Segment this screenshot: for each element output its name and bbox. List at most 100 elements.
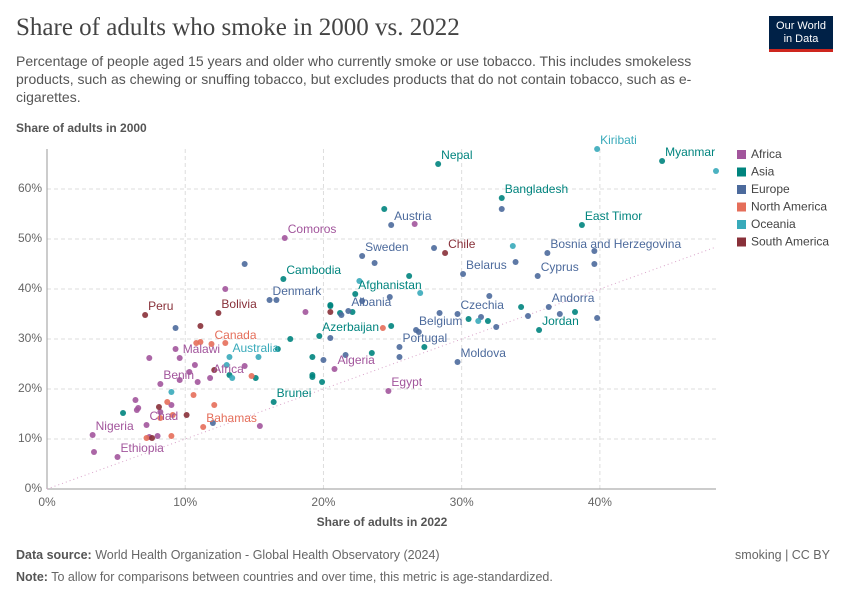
point (578, 222, 585, 228)
point (172, 325, 179, 331)
point-label: Austria (394, 209, 432, 223)
point-label: Africa (213, 362, 244, 376)
point (215, 310, 222, 316)
point (338, 312, 345, 318)
note-text: To allow for comparisons between countri… (51, 570, 553, 584)
point (274, 346, 281, 352)
point (345, 308, 352, 314)
point (256, 423, 263, 429)
point-label: Nepal (441, 148, 472, 162)
y-tick-label: 40% (18, 281, 42, 295)
diagonal (46, 246, 717, 490)
point (460, 271, 467, 277)
point (385, 388, 392, 394)
legend-swatch (737, 220, 746, 229)
y-tick-label: 60% (18, 181, 42, 195)
point-label: Cyprus (541, 260, 579, 274)
point (168, 433, 175, 439)
y-axis-label: Share of adults in 2000 (16, 121, 147, 135)
point (194, 379, 201, 385)
point (534, 273, 541, 279)
point (157, 409, 164, 415)
point (157, 381, 164, 387)
title: Share of adults who smoke in 2000 vs. 20… (16, 14, 460, 41)
point (359, 298, 366, 304)
point-label: Bangladesh (505, 182, 568, 196)
point (388, 323, 395, 329)
point (207, 375, 214, 381)
point (381, 206, 388, 212)
x-tick-label: 30% (450, 495, 474, 509)
point (327, 302, 334, 308)
point (89, 432, 96, 438)
point (319, 379, 326, 385)
point-label: Jordan (542, 314, 579, 328)
point-label: Brunei (277, 386, 312, 400)
point (143, 435, 150, 441)
point (209, 420, 216, 426)
legend-label: Oceania (751, 217, 796, 231)
point-label: Canada (214, 328, 256, 342)
point-label: Malawi (183, 342, 220, 356)
point (120, 410, 127, 416)
point-label: Peru (148, 299, 173, 313)
source: Data source: World Health Organization -… (16, 548, 440, 562)
subtitle: Percentage of people aged 15 years and o… (16, 53, 692, 105)
point (406, 273, 413, 279)
point (172, 346, 179, 352)
point (157, 415, 164, 421)
point (525, 313, 532, 319)
point-label: Andorra (552, 291, 595, 305)
point (176, 377, 183, 383)
point-label: Ethiopia (120, 441, 164, 455)
point (484, 318, 491, 324)
point (536, 327, 543, 333)
y-tick-label: 10% (18, 431, 42, 445)
x-tick-label: 20% (311, 495, 335, 509)
logo[interactable]: Our World in Data (769, 16, 833, 52)
license: smoking | CC BY (735, 548, 830, 562)
note: Note: To allow for comparisons between c… (16, 570, 553, 584)
x-axis-label: Share of adults in 2022 (317, 515, 448, 529)
point-label: Comoros (288, 222, 337, 236)
point-label: Kiribati (600, 133, 637, 147)
point-label: Bosnia and Herzegovina (550, 237, 681, 251)
point (454, 311, 461, 317)
point (371, 260, 378, 266)
point (190, 392, 197, 398)
point (211, 402, 218, 408)
point-label: Chad (150, 409, 179, 423)
point (132, 397, 139, 403)
point (331, 366, 338, 372)
point (168, 402, 175, 408)
point (435, 161, 442, 167)
point (222, 286, 229, 292)
point (493, 324, 500, 330)
point (436, 310, 443, 316)
point (352, 291, 359, 297)
point (164, 399, 171, 405)
point (241, 363, 248, 369)
point (223, 362, 230, 368)
point (415, 329, 422, 335)
point (713, 168, 719, 174)
point (327, 335, 334, 341)
point (211, 367, 218, 373)
point (556, 311, 563, 317)
point (591, 248, 598, 254)
point (169, 412, 176, 418)
point-label: Albania (351, 295, 391, 309)
point (226, 354, 233, 360)
point (320, 357, 327, 363)
point (273, 297, 280, 303)
point (388, 222, 395, 228)
source-label: Data source: (16, 548, 92, 562)
point-label: Bahamas (206, 411, 257, 425)
chart: Share of adults in 2000 Share of adults … (16, 121, 829, 529)
point (359, 253, 366, 259)
point (356, 278, 363, 284)
point (594, 146, 601, 152)
point-label: Belgium (419, 314, 462, 328)
point (368, 350, 375, 356)
